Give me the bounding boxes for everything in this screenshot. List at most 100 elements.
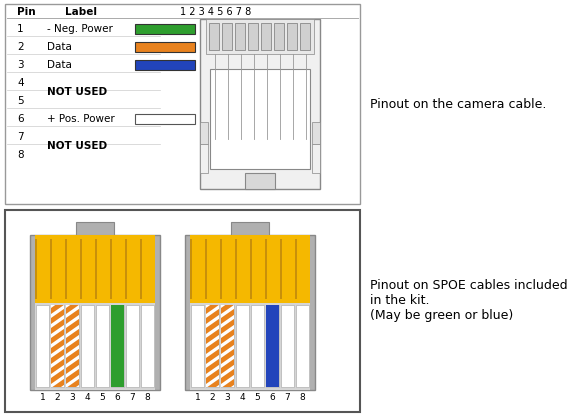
Polygon shape bbox=[206, 345, 219, 358]
Bar bbox=[135, 114, 195, 124]
Text: 4: 4 bbox=[17, 78, 23, 88]
Text: Pinout on the camera cable.: Pinout on the camera cable. bbox=[370, 98, 546, 111]
Bar bbox=[251, 305, 264, 387]
Polygon shape bbox=[66, 385, 79, 398]
Bar bbox=[125, 239, 127, 299]
Bar bbox=[126, 305, 139, 387]
Polygon shape bbox=[206, 385, 219, 398]
Bar bbox=[30, 235, 160, 390]
Bar bbox=[66, 305, 79, 387]
Bar bbox=[5, 4, 360, 204]
Text: Data: Data bbox=[47, 60, 72, 70]
Polygon shape bbox=[51, 325, 64, 338]
Bar bbox=[200, 19, 320, 189]
Bar bbox=[35, 303, 155, 390]
Bar bbox=[220, 239, 222, 299]
Polygon shape bbox=[51, 355, 64, 368]
Text: 7: 7 bbox=[130, 393, 135, 402]
Polygon shape bbox=[221, 365, 234, 378]
Text: 2: 2 bbox=[54, 393, 60, 402]
Text: 3: 3 bbox=[17, 60, 23, 70]
Bar bbox=[96, 305, 109, 387]
Text: + Pos. Power: + Pos. Power bbox=[47, 114, 115, 124]
Polygon shape bbox=[51, 375, 64, 388]
Bar bbox=[111, 305, 124, 387]
Polygon shape bbox=[66, 355, 79, 368]
Bar bbox=[95, 239, 97, 299]
Bar bbox=[141, 305, 154, 387]
Bar bbox=[261, 23, 271, 50]
Bar bbox=[250, 239, 252, 299]
Polygon shape bbox=[66, 365, 79, 378]
Polygon shape bbox=[221, 335, 234, 348]
Polygon shape bbox=[206, 375, 219, 388]
Bar bbox=[200, 144, 208, 173]
Polygon shape bbox=[206, 335, 219, 348]
Bar bbox=[190, 239, 192, 299]
Bar bbox=[266, 305, 279, 387]
Bar bbox=[51, 305, 64, 387]
Polygon shape bbox=[51, 305, 64, 318]
Bar bbox=[222, 23, 232, 50]
Polygon shape bbox=[66, 295, 79, 308]
Text: 6: 6 bbox=[270, 393, 276, 402]
Polygon shape bbox=[51, 365, 64, 378]
Polygon shape bbox=[66, 305, 79, 318]
Bar bbox=[281, 305, 294, 387]
Bar bbox=[235, 23, 245, 50]
Text: NOT USED: NOT USED bbox=[47, 141, 107, 151]
Bar bbox=[206, 305, 219, 387]
Bar bbox=[221, 305, 234, 387]
Polygon shape bbox=[221, 315, 234, 328]
Polygon shape bbox=[51, 315, 64, 328]
Bar bbox=[200, 122, 208, 144]
Bar bbox=[209, 23, 219, 50]
Bar bbox=[205, 239, 207, 299]
Text: 2: 2 bbox=[17, 42, 23, 52]
Text: Pinout on SPOE cables included
in the kit.
(May be green or blue): Pinout on SPOE cables included in the ki… bbox=[370, 279, 567, 322]
Bar bbox=[312, 122, 320, 144]
Bar bbox=[190, 235, 310, 303]
Text: 1: 1 bbox=[195, 393, 201, 402]
Text: 1: 1 bbox=[40, 393, 46, 402]
Text: NOT USED: NOT USED bbox=[47, 87, 107, 97]
Bar bbox=[36, 305, 49, 387]
Text: 4: 4 bbox=[240, 393, 245, 402]
Bar bbox=[185, 235, 315, 390]
Polygon shape bbox=[221, 295, 234, 308]
Polygon shape bbox=[51, 335, 64, 348]
Bar bbox=[81, 305, 94, 387]
Polygon shape bbox=[51, 345, 64, 358]
Bar bbox=[221, 305, 234, 387]
Text: 8: 8 bbox=[144, 393, 150, 402]
Text: 6: 6 bbox=[115, 393, 121, 402]
Bar bbox=[231, 222, 269, 235]
Bar bbox=[236, 305, 249, 387]
Bar bbox=[274, 23, 284, 50]
Polygon shape bbox=[66, 335, 79, 348]
Bar bbox=[135, 42, 195, 52]
Polygon shape bbox=[221, 375, 234, 388]
Polygon shape bbox=[66, 345, 79, 358]
Bar bbox=[280, 239, 282, 299]
Polygon shape bbox=[206, 355, 219, 368]
Polygon shape bbox=[66, 325, 79, 338]
Polygon shape bbox=[66, 375, 79, 388]
Bar bbox=[206, 19, 314, 54]
Text: 6: 6 bbox=[17, 114, 23, 124]
Text: 5: 5 bbox=[254, 393, 260, 402]
Polygon shape bbox=[221, 325, 234, 338]
Bar bbox=[206, 305, 219, 387]
Bar bbox=[248, 23, 258, 50]
Text: Label: Label bbox=[65, 7, 97, 17]
Polygon shape bbox=[221, 385, 234, 398]
Text: 5: 5 bbox=[99, 393, 105, 402]
Polygon shape bbox=[206, 365, 219, 378]
Text: - Neg. Power: - Neg. Power bbox=[47, 24, 113, 34]
Bar bbox=[235, 239, 237, 299]
Text: 1: 1 bbox=[17, 24, 23, 34]
Bar bbox=[296, 305, 309, 387]
Polygon shape bbox=[221, 305, 234, 318]
Bar bbox=[65, 239, 67, 299]
Bar bbox=[66, 305, 79, 387]
